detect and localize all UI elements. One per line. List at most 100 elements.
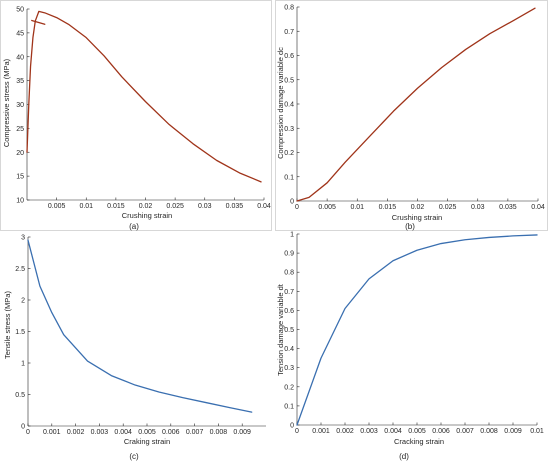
x-tick-label-c: 0.004 bbox=[114, 429, 132, 436]
x-tick-label-b: 0.025 bbox=[439, 204, 457, 211]
x-axis-label-c: Craking strain bbox=[124, 437, 170, 446]
y-tick-label-d: 0.7 bbox=[284, 289, 294, 296]
x-tick-label-b: 0.04 bbox=[531, 204, 545, 211]
y-axis-label-c: Tensile stress (MPa) bbox=[3, 291, 12, 359]
y-tick-label-a: 40 bbox=[16, 54, 24, 61]
y-tick-label-c: 2 bbox=[21, 298, 25, 305]
y-tick-label-a: 50 bbox=[16, 7, 24, 14]
y-tick-label-b: 0.6 bbox=[284, 53, 294, 60]
x-tick-label-d: 0.008 bbox=[480, 428, 498, 435]
plot-area-a: 0.005 0.01 0.015 0.02 0.025 0.03 0.035 0.04 10 15… bbox=[16, 7, 271, 211]
series-line-c-0 bbox=[27, 239, 253, 413]
x-axis-label-b: Crushing strain bbox=[392, 213, 442, 222]
x-tick-label-a: 0.035 bbox=[226, 203, 244, 210]
y-tick-label-c: 2.5 bbox=[15, 266, 25, 273]
y-tick-label-d: 0.5 bbox=[284, 327, 294, 334]
series-line-b-0 bbox=[296, 7, 536, 202]
x-tick-label-b: 0.035 bbox=[499, 204, 517, 211]
plot-area-b: 0 0.005 0.01 0.015 0.02 0.025 0.03 0.035 0.04 0 0.… bbox=[284, 5, 545, 212]
x-tick-label-b: 0.015 bbox=[379, 204, 397, 211]
x-tick-label-d: 0 bbox=[295, 428, 299, 435]
panel-label-a: (a) bbox=[129, 222, 139, 231]
y-tick-label-a: 45 bbox=[16, 30, 24, 37]
x-tick-label-a: 0.01 bbox=[79, 203, 93, 210]
y-tick-label-d: 0.1 bbox=[284, 403, 294, 410]
y-tick-label-b: 0.5 bbox=[284, 77, 294, 84]
x-tick-label-c: 0.007 bbox=[186, 429, 204, 436]
y-tick-label-a: 25 bbox=[16, 126, 24, 133]
x-tick-label-c: 0.006 bbox=[162, 429, 180, 436]
x-tick-label-d: 0.001 bbox=[312, 428, 330, 435]
y-tick-label-c: 1.5 bbox=[15, 329, 25, 336]
x-tick-label-c: 0.008 bbox=[210, 429, 228, 436]
y-tick-label-d: 0.3 bbox=[284, 365, 294, 372]
y-tick-label-b: 0.8 bbox=[284, 5, 294, 12]
panel-label-d: (d) bbox=[399, 452, 409, 461]
x-tick-label-b: 0.02 bbox=[411, 204, 425, 211]
x-tick-label-d: 0.007 bbox=[456, 428, 474, 435]
y-axis-label-d: Tension damage variable dt bbox=[276, 283, 285, 376]
x-tick-label-c: 0.001 bbox=[43, 429, 61, 436]
x-tick-label-d: 0.005 bbox=[408, 428, 426, 435]
x-tick-label-a: 0.02 bbox=[139, 203, 153, 210]
x-axis-label-d: Cracking strain bbox=[394, 437, 444, 446]
y-tick-label-d: 0.2 bbox=[284, 384, 294, 391]
x-tick-label-b: 0.01 bbox=[350, 204, 364, 211]
x-tick-label-d: 0.006 bbox=[432, 428, 450, 435]
y-tick-label-d: 0.6 bbox=[284, 308, 294, 315]
y-tick-label-c: 3 bbox=[21, 235, 25, 242]
y-tick-label-d: 0 bbox=[290, 423, 294, 430]
x-tick-label-c: 0 bbox=[26, 429, 30, 436]
y-tick-label-a: 15 bbox=[16, 174, 24, 181]
plot-area-c: 0 0.001 0.002 0.003 0.004 0.005 0.006 0.007 0.00… bbox=[15, 235, 266, 436]
panel-b-frame bbox=[275, 0, 548, 231]
x-tick-label-d: 0.004 bbox=[384, 428, 402, 435]
x-tick-label-b: 0.03 bbox=[471, 204, 485, 211]
series-line-a-0 bbox=[26, 10, 262, 183]
x-tick-label-d: 0.003 bbox=[360, 428, 378, 435]
y-tick-label-d: 0.4 bbox=[284, 346, 294, 353]
x-tick-label-a: 0.015 bbox=[107, 203, 125, 210]
x-tick-label-a: 0.03 bbox=[198, 203, 212, 210]
x-tick-label-a: 0.025 bbox=[166, 203, 184, 210]
y-tick-label-d: 1 bbox=[290, 232, 294, 239]
panel-label-b: (b) bbox=[405, 222, 415, 231]
y-tick-label-c: 0 bbox=[21, 424, 25, 431]
x-axis-label-a: Crushing strain bbox=[122, 211, 172, 220]
y-tick-label-b: 0 bbox=[290, 199, 294, 206]
y-tick-label-a: 10 bbox=[16, 198, 24, 205]
panel-a: 0.005 0.01 0.015 0.02 0.025 0.03 0.035 0.04 10 15… bbox=[0, 0, 272, 231]
y-tick-label-b: 0.2 bbox=[284, 150, 294, 157]
panel-d: 0 0.001 0.002 0.003 0.004 0.005 0.006 0.007 0.00… bbox=[276, 232, 544, 462]
y-tick-label-b: 0.1 bbox=[284, 174, 294, 181]
y-axis-label-b: Compression damage variable dc bbox=[276, 47, 285, 159]
panel-b: 0 0.005 0.01 0.015 0.02 0.025 0.03 0.035 0.04 0 0.… bbox=[275, 0, 548, 231]
x-tick-label-d: 0.002 bbox=[336, 428, 354, 435]
panel-label-c: (c) bbox=[129, 452, 139, 461]
series-line-a-1 bbox=[31, 19, 46, 25]
y-tick-label-b: 0.3 bbox=[284, 126, 294, 133]
y-tick-label-b: 0.4 bbox=[284, 102, 294, 109]
x-tick-label-c: 0.002 bbox=[67, 429, 85, 436]
y-tick-label-d: 0.8 bbox=[284, 270, 294, 277]
x-tick-label-b: 0.005 bbox=[318, 204, 336, 211]
plot-area-d: 0 0.001 0.002 0.003 0.004 0.005 0.006 0.007 0.00… bbox=[284, 232, 544, 436]
x-tick-label-c: 0.005 bbox=[138, 429, 156, 436]
y-tick-label-a: 30 bbox=[16, 102, 24, 109]
panel-a-frame bbox=[0, 0, 272, 231]
y-tick-label-c: 1 bbox=[21, 361, 25, 368]
y-tick-label-a: 20 bbox=[16, 150, 24, 157]
y-tick-label-b: 0.7 bbox=[284, 29, 294, 36]
x-tick-label-d: 0.01 bbox=[530, 428, 544, 435]
y-tick-label-a: 35 bbox=[16, 78, 24, 85]
series-line-d-0 bbox=[296, 234, 538, 426]
panel-c: 0 0.001 0.002 0.003 0.004 0.005 0.006 0.007 0.00… bbox=[3, 235, 266, 461]
y-tick-label-d: 0.9 bbox=[284, 251, 294, 258]
x-tick-label-b: 0 bbox=[295, 204, 299, 211]
x-tick-label-d: 0.009 bbox=[504, 428, 522, 435]
y-axis-label-a: Compressive stress (MPa) bbox=[2, 58, 11, 147]
y-tick-label-c: 0.5 bbox=[15, 392, 25, 399]
x-tick-label-c: 0.009 bbox=[233, 429, 251, 436]
